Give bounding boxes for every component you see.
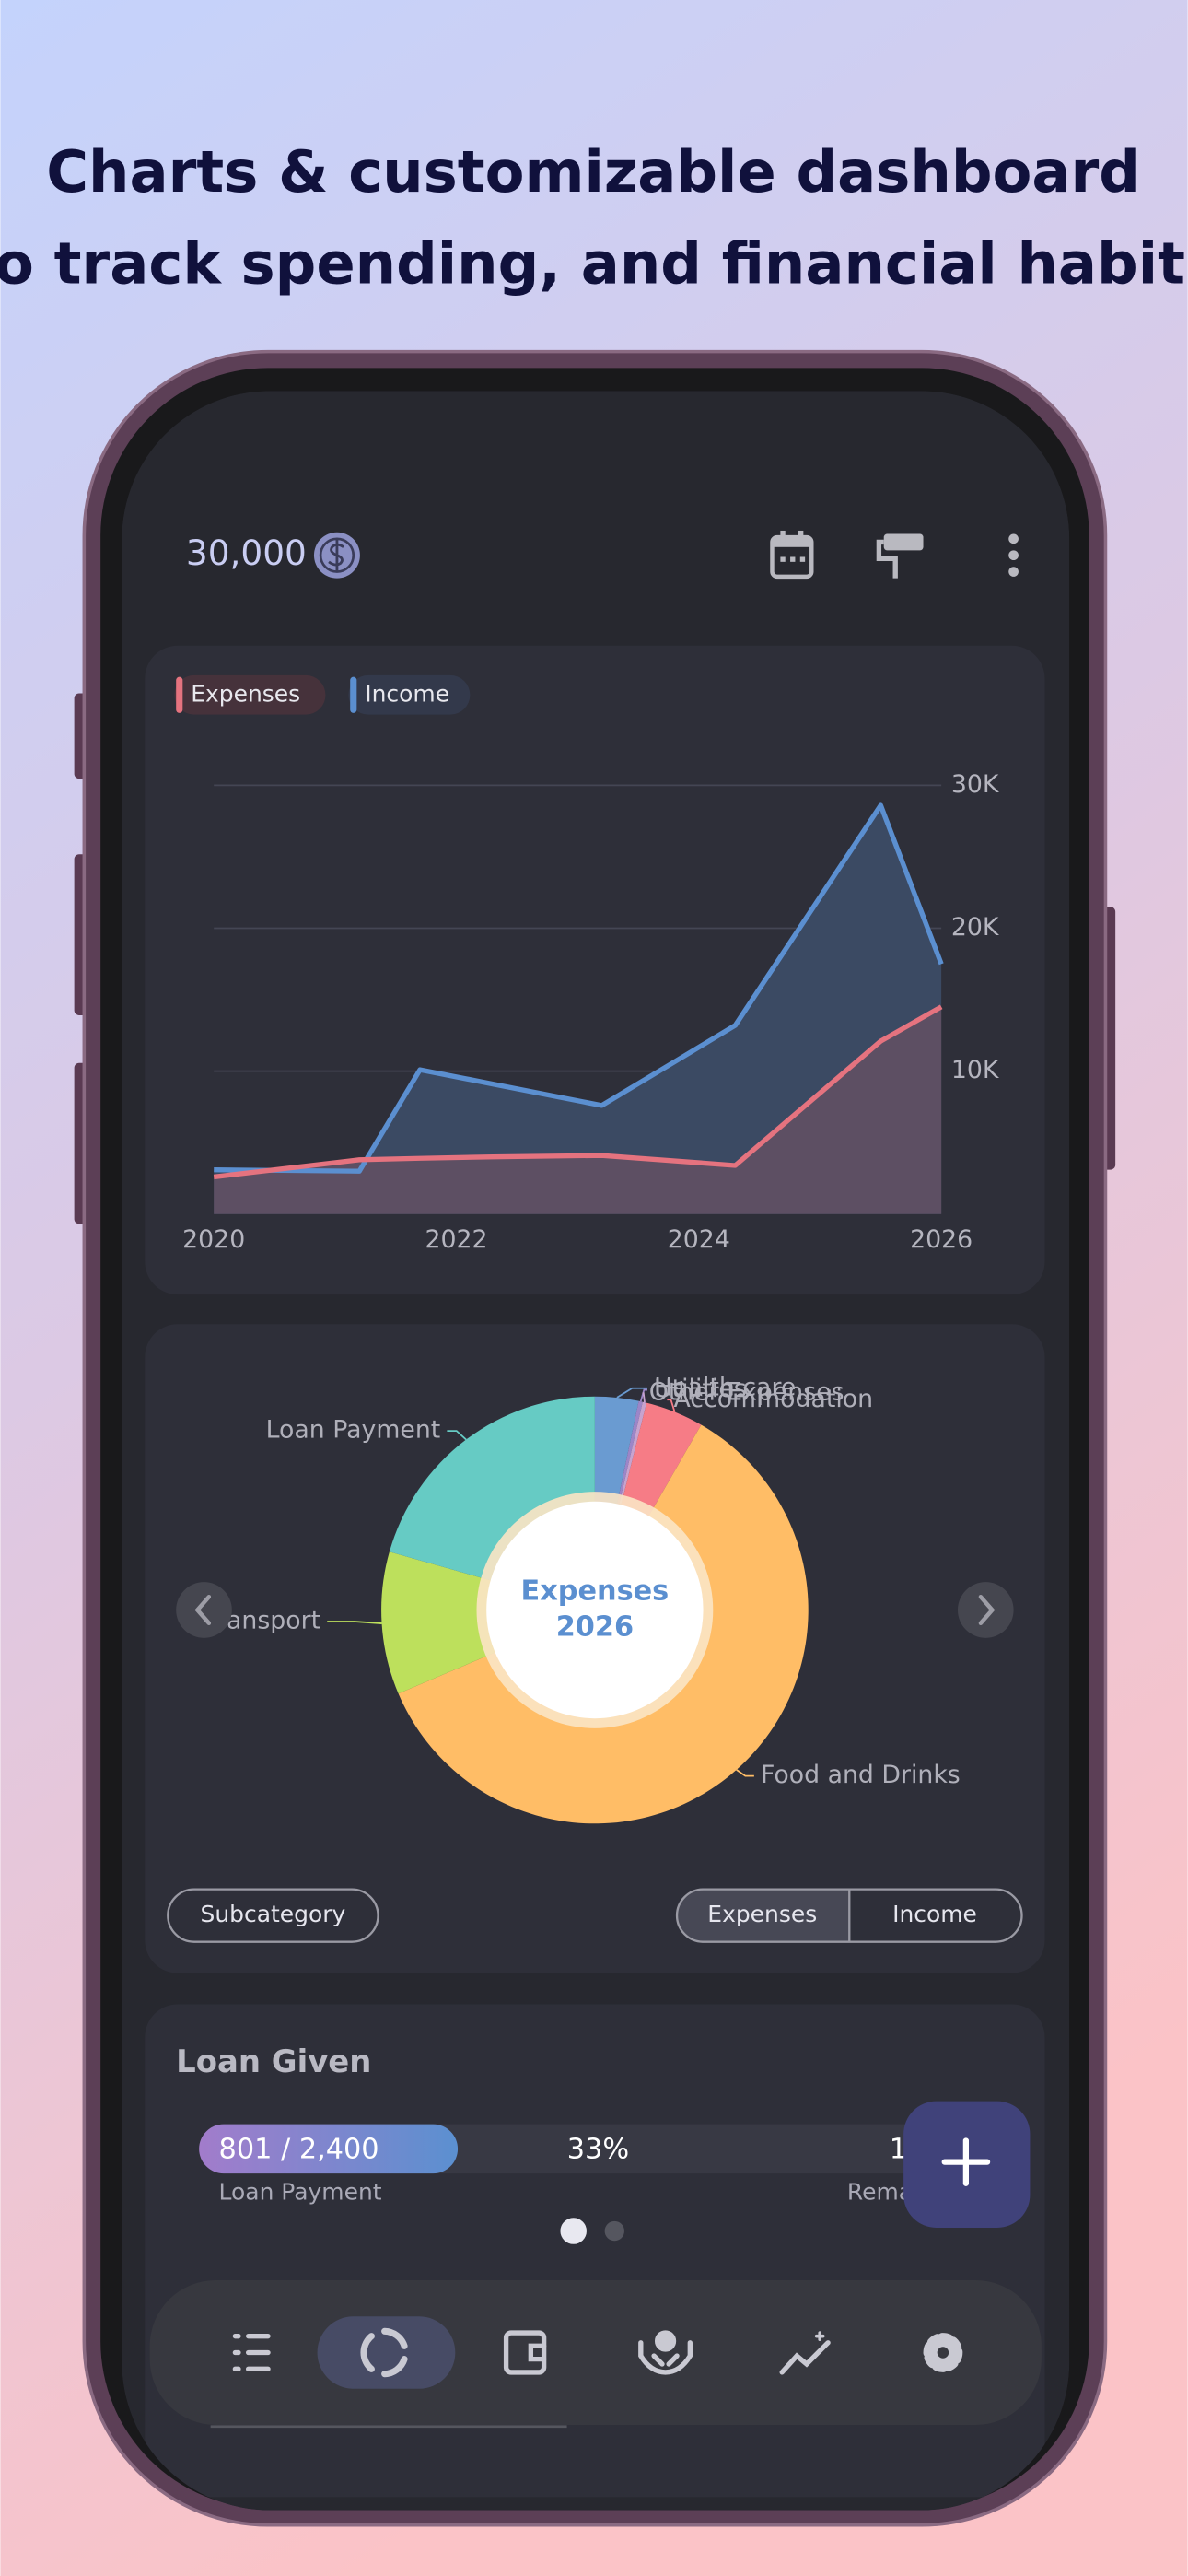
donut-hole	[486, 1501, 704, 1719]
x-tick-label: 2020	[182, 1225, 245, 1254]
nav-charts[interactable]	[360, 2327, 408, 2378]
calendar-dot	[790, 556, 796, 562]
nav-insights[interactable]	[779, 2331, 831, 2375]
slice-label: Health care	[654, 1373, 796, 1401]
trend-icon	[779, 2340, 831, 2375]
sparkle	[814, 2331, 825, 2342]
leader-line	[642, 1392, 646, 1403]
subcategory-button[interactable]	[167, 1888, 379, 1943]
y-tick-label: 20K	[951, 913, 1000, 942]
leader-line	[667, 1399, 676, 1412]
calendar-dot	[799, 556, 806, 562]
slice-label: Food and Drinks	[761, 1761, 961, 1789]
plus-icon	[941, 2137, 991, 2186]
nav-wallet[interactable]	[503, 2330, 547, 2375]
slice-label: Other Expenses	[649, 1378, 844, 1407]
progress-fill	[199, 2124, 459, 2174]
x-tick-label: 2026	[910, 1225, 973, 1254]
gear-hole	[937, 2347, 949, 2359]
calendar-button[interactable]	[770, 530, 814, 580]
nav-active-pill	[317, 2316, 456, 2389]
tab-income[interactable]: Income	[892, 1901, 977, 1927]
roller-handle	[876, 539, 898, 579]
legend-chip	[348, 674, 471, 715]
loan-title: Loan Given	[176, 2043, 371, 2079]
chevron	[978, 1595, 996, 1625]
add-button[interactable]	[903, 2101, 1031, 2228]
calendar-ring	[798, 530, 804, 543]
gear-icon	[923, 2333, 963, 2372]
coin-icon	[313, 532, 360, 579]
legend-swatch	[176, 676, 183, 713]
chevron	[194, 1595, 212, 1625]
menu-button[interactable]	[1008, 533, 1019, 577]
calendar-ring	[780, 530, 786, 543]
nav-bar	[149, 2280, 1042, 2425]
legend-chip	[174, 674, 326, 715]
roller-icon	[883, 533, 924, 551]
next-button[interactable]	[957, 1582, 1014, 1638]
legend-swatch	[350, 676, 357, 713]
nav-loans[interactable]	[638, 2330, 693, 2375]
legend-label: Income	[365, 680, 449, 707]
dot	[1008, 550, 1019, 561]
line	[213, 1004, 943, 1180]
tab-expenses[interactable]: Expenses	[707, 1901, 817, 1927]
hands-icon	[638, 2340, 693, 2375]
percent-label: 33%	[567, 2134, 629, 2166]
calendar-icon	[770, 534, 814, 580]
center-label: 2026	[556, 1611, 634, 1644]
wallet-clasp	[528, 2343, 547, 2362]
balance: 30,000	[186, 533, 307, 573]
wallet-icon	[503, 2330, 547, 2375]
x-tick-label: 2022	[425, 1225, 487, 1254]
slice-label: Loan Payment	[266, 1416, 441, 1445]
progress-label: 801 / 2,400	[219, 2134, 379, 2166]
loan-left-caption: Loan Payment	[219, 2179, 382, 2206]
page-dot-active[interactable]	[560, 2218, 587, 2244]
prev-button[interactable]	[176, 1582, 232, 1638]
y-tick-label: 30K	[951, 770, 1000, 799]
list-icon	[232, 2333, 271, 2371]
arrow-bg	[957, 1582, 1014, 1638]
nav-settings[interactable]	[923, 2333, 963, 2372]
coin-icon-small	[654, 2330, 677, 2352]
y-tick-label: 10K	[951, 1056, 1000, 1084]
calendar-top	[772, 537, 812, 547]
leader-line	[616, 1387, 647, 1399]
leader-line	[736, 1769, 754, 1777]
subcategory-label: Subcategory	[201, 1901, 346, 1927]
x-tick-label: 2024	[668, 1225, 730, 1254]
area	[214, 1006, 942, 1214]
nav-list[interactable]	[232, 2333, 271, 2371]
headline: Charts & customizable dashboard	[46, 138, 1140, 205]
coin-symbol	[328, 538, 344, 572]
slice-label: Accommodation	[673, 1385, 873, 1413]
leader-line	[447, 1430, 467, 1441]
theme-button[interactable]	[876, 533, 924, 579]
leader-line	[639, 1388, 647, 1402]
leader-line	[327, 1621, 382, 1624]
headline: to track spending, and financial habits	[0, 230, 1188, 298]
line	[214, 802, 944, 1174]
arrow-bg	[176, 1582, 232, 1638]
slice-label: Utilities	[654, 1375, 747, 1403]
dot	[1008, 567, 1019, 577]
page-dot[interactable]	[604, 2220, 624, 2242]
dot	[1008, 533, 1019, 544]
center-label: Expenses	[521, 1575, 670, 1607]
donut-icon	[360, 2327, 408, 2378]
line-chart: 10K 20K 30K 2020 2022 2024 2026 Expenses Income	[174, 674, 1000, 1254]
tab-selected-bg	[677, 1889, 850, 1942]
legend-label: Expenses	[191, 680, 300, 707]
calendar-dot	[780, 556, 786, 562]
